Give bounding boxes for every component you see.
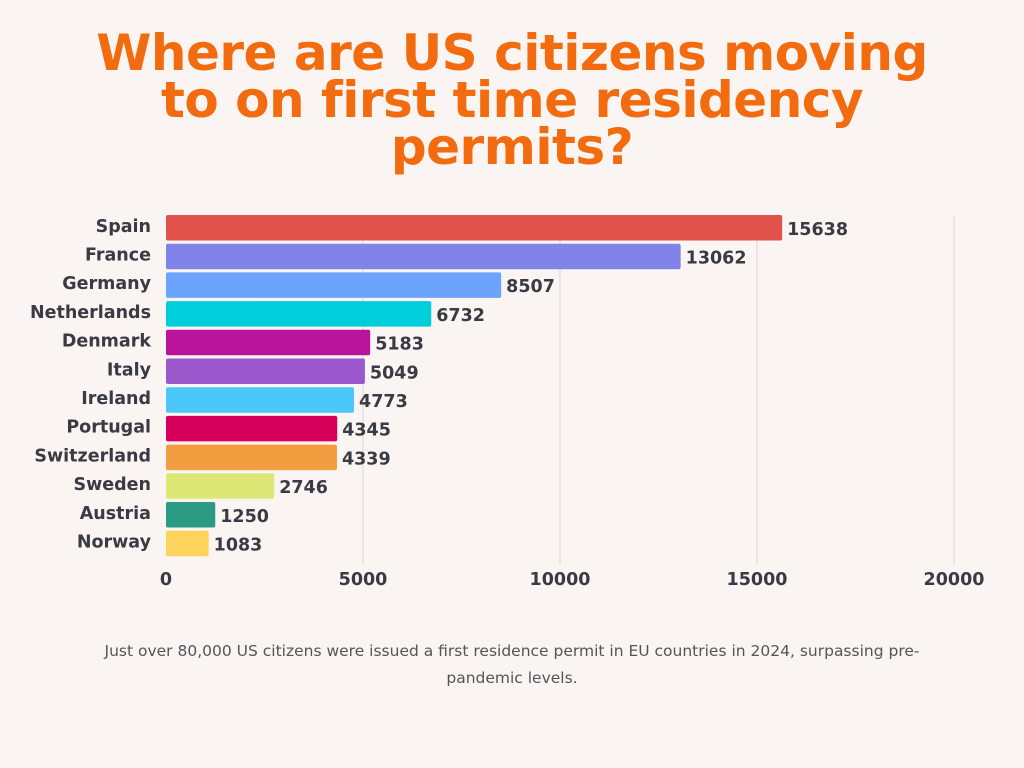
chart-title: Where are US citizens moving to on first… [0, 24, 1024, 176]
category-label: Italy [107, 360, 152, 380]
bar-norway [166, 530, 209, 557]
bar-italy [166, 358, 365, 384]
value-label: 4773 [359, 392, 408, 412]
value-label: 8507 [506, 277, 555, 297]
x-tick-label: 0 [160, 570, 172, 590]
value-label: 15638 [787, 220, 848, 240]
category-label: Austria [80, 504, 151, 524]
bar-switzerland [166, 444, 337, 471]
bar-ireland [166, 387, 355, 413]
category-label: Norway [77, 532, 152, 552]
value-label: 1250 [220, 507, 269, 527]
category-label: Germany [62, 274, 151, 294]
x-tick-label: 10000 [530, 570, 591, 590]
bar-denmark [166, 329, 371, 356]
value-label: 5049 [370, 363, 419, 383]
x-tick-label: 5000 [339, 570, 388, 590]
value-label: 4339 [342, 449, 391, 469]
title-line-3: permits? [390, 118, 634, 176]
title-line-1: Where are US citizens moving [96, 24, 928, 82]
value-label: 13062 [686, 248, 747, 268]
category-label: France [85, 245, 151, 265]
category-label: Switzerland [34, 446, 151, 466]
value-label: 2746 [279, 478, 328, 498]
bar-france [166, 243, 681, 270]
x-tick-label: 15000 [727, 570, 788, 590]
bar-germany [166, 272, 502, 298]
category-label: Sweden [74, 475, 152, 495]
chart-caption: Just over 80,000 US citizens were issued… [104, 642, 920, 687]
category-label: Denmark [62, 332, 152, 352]
category-label: Portugal [66, 418, 151, 438]
value-label: 5183 [375, 335, 424, 355]
bar-chart: Spain 15638 France 13062 Germany 8507 Netherla… [30, 215, 985, 590]
value-label: 1083 [214, 535, 263, 555]
category-label: Ireland [81, 389, 151, 409]
bar-portugal [166, 415, 338, 442]
value-label: 6732 [436, 306, 485, 326]
bar-spain [166, 215, 783, 241]
category-label: Netherlands [30, 303, 151, 323]
x-tick-label: 20000 [924, 570, 985, 590]
bar-netherlands [166, 301, 432, 327]
value-label: 4345 [342, 421, 391, 441]
title-line-2: to on first time residency [160, 71, 864, 129]
category-label: Spain [96, 217, 151, 237]
bar-sweden [166, 473, 275, 499]
bar-austria [166, 502, 216, 528]
